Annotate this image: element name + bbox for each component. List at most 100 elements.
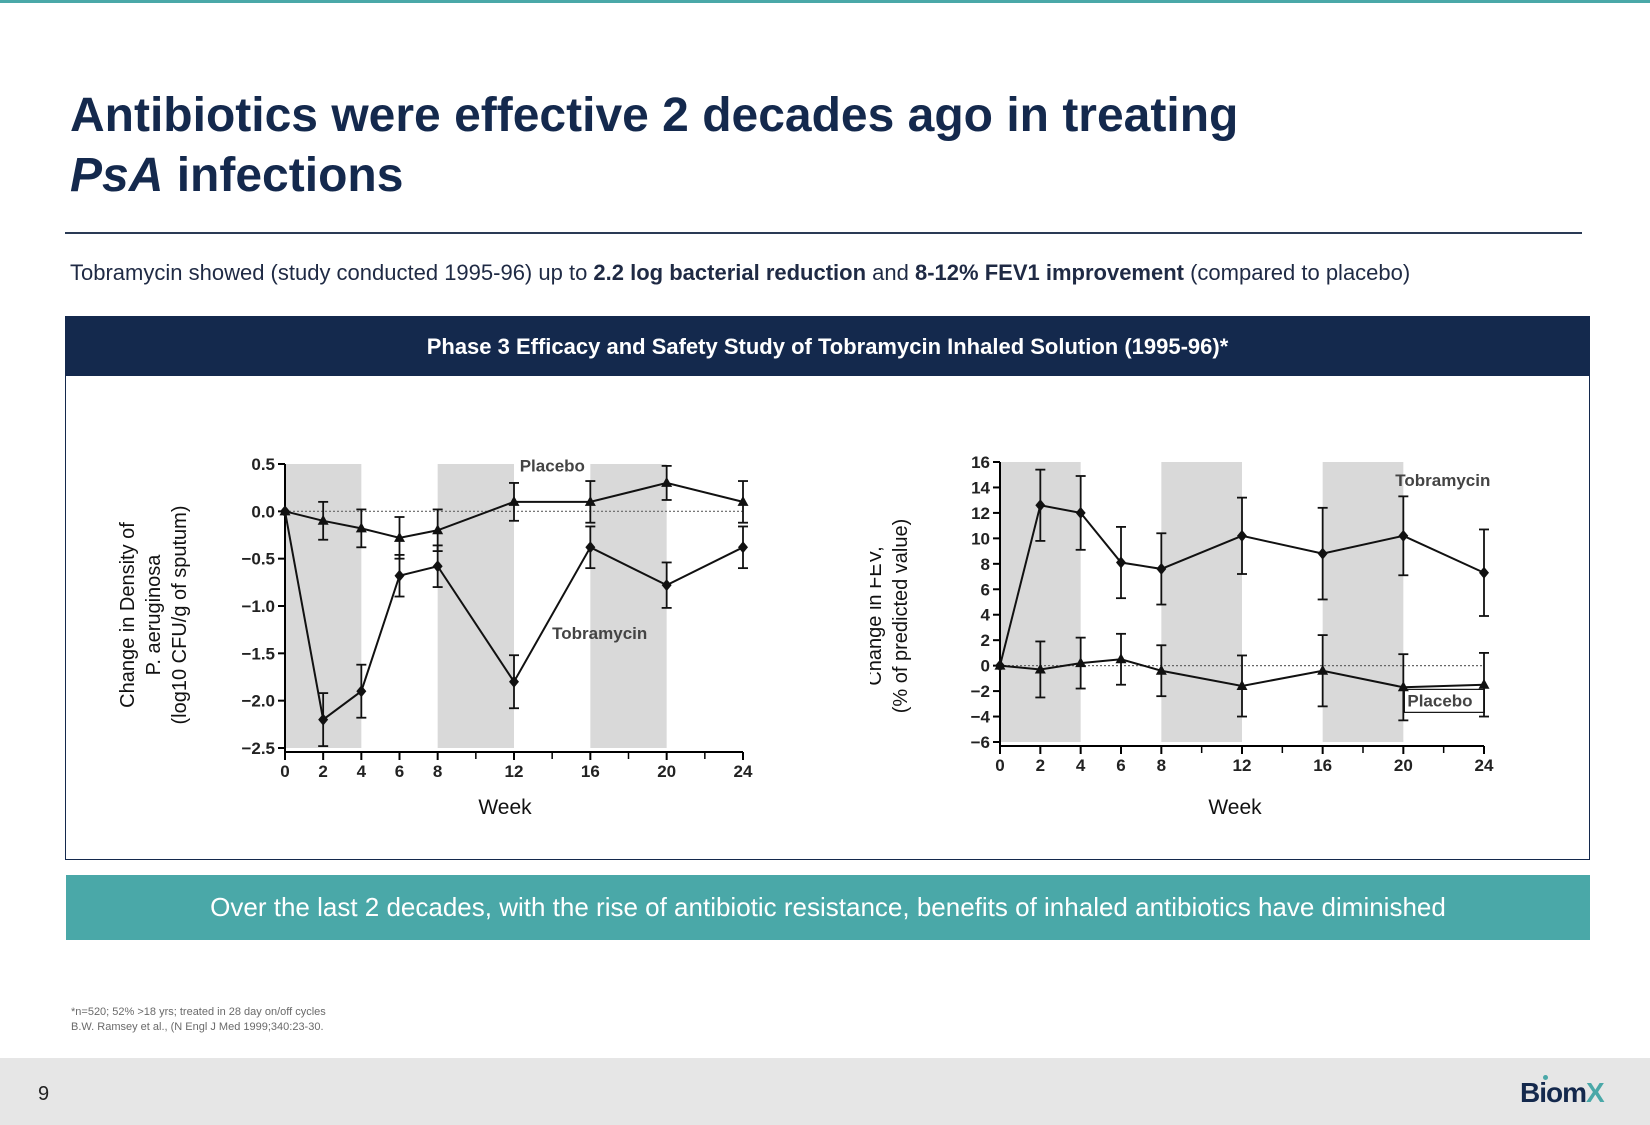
chart2-placebo-series-label: Placebo (1407, 691, 1472, 710)
footnote-citation: B.W. Ramsey et al., (N Engl J Med 1999;3… (71, 1021, 324, 1033)
chart2-y-axis-label-line: Change in FEV, (870, 546, 886, 685)
chart2-placebo-series-point (1115, 653, 1127, 664)
title-italic-psa: PsA (70, 149, 164, 202)
chart1-placebo-series-point (508, 495, 520, 506)
chart1-placebo-series-label: Placebo (520, 457, 585, 476)
biomx-logo: BiomX (1520, 1077, 1605, 1109)
chart1-tobramycin-series-point (318, 713, 329, 726)
subtitle: Tobramycin showed (study conducted 1995-… (70, 260, 1410, 286)
chart2-x-tick-label: 4 (1076, 756, 1086, 775)
subtitle-part-1: Tobramycin showed (study conducted 1995-… (70, 260, 594, 285)
title-divider (65, 232, 1582, 234)
chart2-tobramycin-series-point (1237, 529, 1247, 542)
chart2-placebo-series-point (1478, 678, 1490, 689)
chart2-y-axis-label-line: (% of predicted value) (890, 519, 912, 714)
chart1-tobramycin-series-label: Tobramycin (552, 624, 647, 643)
chart1-placebo-series-point (584, 495, 596, 506)
chart2-shaded-band-2 (1322, 462, 1404, 742)
study-panel-title: Phase 3 Efficacy and Safety Study of Tob… (66, 317, 1589, 376)
chart2-tobramycin-series-point (1035, 499, 1046, 512)
chart1-tobramycin-series-point (738, 541, 748, 554)
chart2-placebo-series-point (1317, 664, 1329, 675)
chart1-y-tick-label: 0.5 (251, 455, 275, 474)
footer-bar (0, 1058, 1650, 1125)
chart2-placebo-series-point (1236, 680, 1248, 690)
chart2-placebo-series-point (994, 659, 1006, 670)
conclusion-banner: Over the last 2 decades, with the rise o… (66, 875, 1590, 940)
chart2-x-tick-label: 20 (1394, 756, 1413, 775)
chart2-y-tick-label: 6 (981, 580, 990, 599)
page-title: Antibiotics were effective 2 decades ago… (70, 86, 1238, 206)
subtitle-part-3: (compared to placebo) (1183, 260, 1411, 285)
chart2-tobramycin-series-label: Tobramycin (1395, 471, 1490, 490)
subtitle-bold-fev1: 8-12% FEV1 improvement (915, 260, 1184, 285)
title-line-2: PsA infections (70, 146, 1238, 206)
chart1-tobramycin-series-point (585, 541, 596, 554)
title-line-1: Antibiotics were effective 2 decades ago… (70, 89, 1239, 142)
bacterial-density-chart: 0.50.0−0.5−1.0−1.5−2.0−2.50 2 4 6 8 12 16 20 24W… (117, 455, 753, 819)
study-panel: Phase 3 Efficacy and Safety Study of Tob… (65, 316, 1590, 860)
chart2-y-tick-label: 8 (981, 555, 990, 574)
chart1-x-tick-label: 6 (395, 762, 404, 781)
chart2-y-tick-label: 12 (971, 504, 990, 523)
chart2-y-tick-label: 2 (981, 631, 990, 650)
chart2-x-tick-label: 16 (1313, 756, 1332, 775)
chart1-y-tick-label: −1.0 (241, 597, 275, 616)
logo-dot (1543, 1075, 1548, 1080)
footnote-line-1: *n=520; 52% >18 yrs; treated in 28 day o… (71, 1006, 326, 1018)
subtitle-part-2: and (866, 260, 915, 285)
chart2-shaded-band-1 (1161, 462, 1242, 742)
chart1-y-tick-label: −2.5 (241, 739, 275, 758)
chart2-tobramycin-series-point (1156, 562, 1167, 575)
chart1-placebo-series-point (394, 531, 405, 542)
chart2-x-tick-label: 6 (1116, 756, 1125, 775)
subtitle-bold-log-reduction: 2.2 log bacterial reduction (593, 260, 867, 285)
title-line-2-rest: infections (163, 149, 404, 202)
chart1-y-tick-label: 0.0 (251, 502, 275, 521)
chart2-tobramycin-series-point (1479, 566, 1489, 579)
footnote: *n=520; 52% >18 yrs; treated in 28 day o… (71, 1005, 326, 1035)
chart1-placebo-series-point (432, 524, 444, 535)
chart1-x-tick-label: 4 (357, 762, 367, 781)
logo-x: X (1586, 1077, 1605, 1108)
chart2-y-tick-label: 16 (971, 453, 990, 472)
top-accent-rule (0, 0, 1650, 3)
chart2-y-tick-label: −4 (971, 708, 991, 727)
chart1-tobramycin-series-point (356, 685, 367, 698)
chart1-placebo-series-point (355, 522, 367, 533)
chart1-placebo-series-point (737, 495, 749, 506)
chart1-y-tick-label: −2.0 (241, 692, 275, 711)
chart1-x-tick-label: 20 (657, 762, 676, 781)
chart2-y-tick-label: −2 (971, 682, 990, 701)
chart1-x-tick-label: 16 (581, 762, 600, 781)
chart2-tobramycin-series-point (1075, 506, 1086, 519)
chart2-tobramycin-series-point (1116, 556, 1126, 569)
chart1-x-tick-label: 24 (734, 762, 753, 781)
chart1-x-tick-label: 12 (505, 762, 524, 781)
chart1-y-axis-label-line: Change in Density of (117, 522, 139, 708)
chart1-placebo-series-point (661, 476, 673, 487)
chart2-y-tick-label: 4 (981, 606, 991, 625)
chart2-x-tick-label: 0 (995, 756, 1004, 775)
chart2-placebo-series-label-box (1403, 688, 1485, 713)
chart2-x-tick-label: 8 (1157, 756, 1166, 775)
page-number: 9 (38, 1083, 50, 1105)
chart2-placebo-series-point (1034, 663, 1046, 674)
chart2-y-tick-label: 10 (971, 529, 990, 548)
chart1-x-axis-label: Week (478, 796, 532, 819)
chart1-tobramycin-series-point (661, 579, 672, 592)
chart2-x-tick-label: 2 (1036, 756, 1045, 775)
logo-text: Biom (1520, 1077, 1587, 1108)
chart2-tobramycin-series-point (1398, 529, 1409, 542)
chart1-y-tick-label: −0.5 (241, 550, 275, 569)
chart2-y-tick-label: 0 (981, 657, 990, 676)
chart1-tobramycin-series-point (432, 560, 443, 573)
chart1-tobramycin-series-point (280, 505, 290, 518)
chart2-y-tick-label: 14 (971, 478, 990, 497)
chart1-y-tick-label: −1.5 (241, 644, 275, 663)
chart2-placebo-series-point (1075, 657, 1087, 668)
chart2-x-tick-label: 12 (1233, 756, 1252, 775)
chart2-x-tick-label: 24 (1475, 756, 1494, 775)
chart1-x-tick-label: 0 (280, 762, 289, 781)
